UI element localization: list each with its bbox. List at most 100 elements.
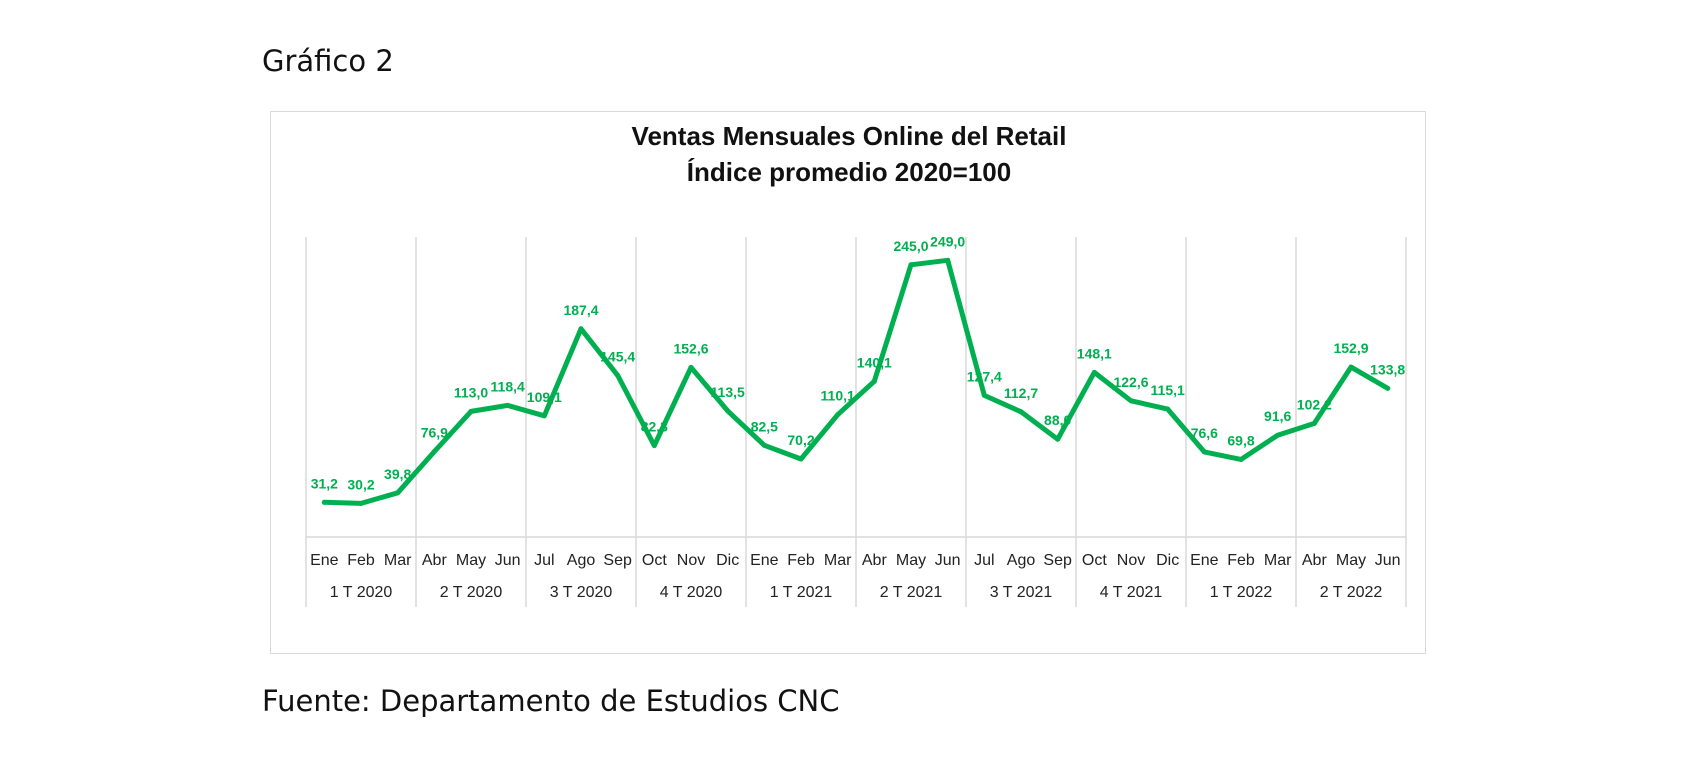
- series-line: [321, 257, 1391, 506]
- x-tick-label: Oct: [1082, 552, 1107, 569]
- x-tick-label: Dic: [1156, 552, 1179, 569]
- x-tick-label: Jun: [1375, 552, 1401, 569]
- x-tick-label: Dic: [716, 552, 739, 569]
- data-label: 82,3: [641, 419, 668, 435]
- figure-caption: Gráfico 2: [262, 44, 394, 78]
- data-point: [505, 402, 511, 408]
- data-label: 76,9: [421, 425, 448, 441]
- x-tick-label: May: [1336, 552, 1366, 569]
- data-point: [651, 443, 657, 449]
- data-label: 118,4: [491, 378, 525, 394]
- data-point: [395, 490, 401, 496]
- x-tick-label: May: [456, 552, 486, 569]
- x-tick-label: Feb: [787, 552, 815, 569]
- data-label: 109,1: [527, 389, 562, 405]
- data-label: 69,8: [1227, 432, 1254, 448]
- x-tick-label: Ago: [1007, 552, 1036, 569]
- data-label: 39,8: [384, 466, 411, 482]
- x-tick-label: Mar: [824, 552, 852, 569]
- data-point: [871, 378, 877, 384]
- data-point: [1128, 398, 1134, 404]
- data-point: [761, 442, 767, 448]
- data-label: 152,6: [673, 340, 708, 356]
- data-label: 148,1: [1077, 345, 1112, 361]
- data-point: [981, 392, 987, 398]
- data-label: 122,6: [1113, 374, 1148, 390]
- x-group-label: 1 T 2020: [330, 584, 393, 601]
- data-point: [1311, 420, 1317, 426]
- data-label: 133,8: [1370, 361, 1405, 377]
- data-label: 145,4: [600, 348, 635, 364]
- data-label: 102,2: [1297, 396, 1332, 412]
- x-group-label: 2 T 2020: [440, 584, 503, 601]
- data-label: 30,2: [347, 476, 374, 492]
- x-group-label: 2 T 2022: [1320, 584, 1383, 601]
- x-tick-label: Abr: [1302, 552, 1328, 569]
- x-group-label: 1 T 2021: [770, 584, 833, 601]
- data-point: [1348, 364, 1354, 370]
- x-tick-label: Feb: [1227, 552, 1255, 569]
- chart-subtitle: Índice promedio 2020=100: [687, 157, 1011, 187]
- data-label: 112,7: [1004, 385, 1038, 401]
- x-tick-label: Abr: [862, 552, 888, 569]
- data-label: 245,0: [893, 238, 928, 254]
- x-tick-label: Ene: [310, 552, 339, 569]
- data-point: [541, 413, 547, 419]
- data-label: 82,5: [751, 418, 778, 434]
- figure-source: Fuente: Departamento de Estudios CNC: [262, 684, 840, 718]
- x-tick-label: Abr: [422, 552, 448, 569]
- data-label: 249,0: [930, 233, 965, 249]
- data-label: 113,0: [454, 384, 488, 400]
- x-tick-label: Sep: [603, 552, 632, 569]
- x-tick-label: May: [896, 552, 926, 569]
- data-point: [615, 372, 621, 378]
- data-point: [688, 364, 694, 370]
- x-tick-label: Mar: [384, 552, 412, 569]
- chart-title: Ventas Mensuales Online del Retail: [632, 121, 1067, 151]
- data-point: [1201, 449, 1207, 455]
- data-label: 152,9: [1333, 340, 1368, 356]
- data-label: 127,4: [967, 368, 1002, 384]
- data-point: [321, 499, 327, 505]
- x-tick-label: Jun: [495, 552, 521, 569]
- data-label: 115,1: [1151, 382, 1185, 398]
- x-group-label: 3 T 2020: [550, 584, 613, 601]
- data-point: [578, 326, 584, 332]
- x-group-label: 4 T 2020: [660, 584, 723, 601]
- data-point: [1165, 406, 1171, 412]
- data-point: [798, 456, 804, 462]
- data-point: [1018, 409, 1024, 415]
- data-point: [908, 262, 914, 268]
- data-label: 187,4: [563, 302, 598, 318]
- data-label: 76,6: [1191, 425, 1218, 441]
- data-point: [358, 500, 364, 506]
- data-point: [1091, 369, 1097, 375]
- x-group-label: 3 T 2021: [990, 584, 1053, 601]
- data-point: [1238, 456, 1244, 462]
- data-point: [468, 408, 474, 414]
- data-label: 113,5: [711, 384, 745, 400]
- data-point: [725, 408, 731, 414]
- data-point: [1275, 432, 1281, 438]
- x-tick-label: Sep: [1043, 552, 1072, 569]
- data-label: 140,1: [857, 354, 892, 370]
- data-point: [1055, 436, 1061, 442]
- x-tick-label: Ene: [1190, 552, 1219, 569]
- x-group-label: 4 T 2021: [1100, 584, 1163, 601]
- x-tick-label: Ago: [567, 552, 596, 569]
- x-tick-label: Jul: [534, 552, 554, 569]
- data-label: 110,1: [821, 388, 855, 404]
- data-label: 91,6: [1264, 408, 1291, 424]
- line-chart: Ventas Mensuales Online del Retail Índic…: [305, 121, 1407, 607]
- x-tick-label: Jun: [935, 552, 961, 569]
- x-tick-label: Feb: [347, 552, 375, 569]
- x-tick-label: Ene: [750, 552, 779, 569]
- x-group-label: 1 T 2022: [1210, 584, 1273, 601]
- data-point: [1385, 385, 1391, 391]
- x-group-label: 2 T 2021: [880, 584, 943, 601]
- x-tick-label: Oct: [642, 552, 667, 569]
- data-label: 88,0: [1044, 412, 1071, 428]
- chart-frame: Ventas Mensuales Online del Retail Índic…: [270, 111, 1426, 654]
- x-tick-label: Nov: [1117, 552, 1145, 569]
- x-tick-label: Jul: [974, 552, 994, 569]
